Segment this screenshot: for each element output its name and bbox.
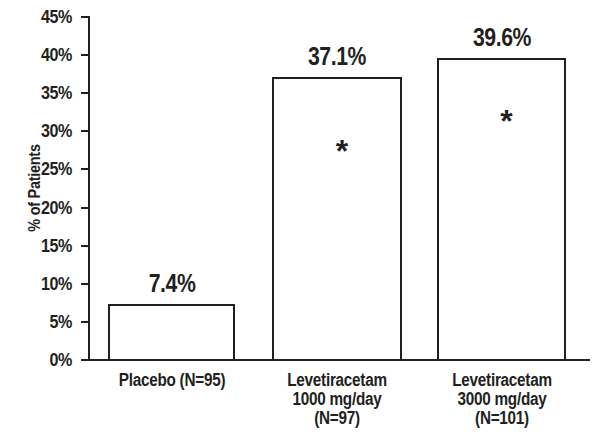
y-tick-mark [81, 168, 89, 170]
y-tick-label: 25% [33, 159, 72, 179]
y-tick-label: 0% [33, 350, 72, 370]
y-tick-label: 40% [33, 45, 72, 65]
y-tick-label: 10% [33, 274, 72, 294]
y-tick-label: 5% [33, 312, 72, 332]
y-tick-mark [81, 245, 89, 247]
bar [108, 304, 235, 361]
y-tick-label: 15% [33, 236, 72, 256]
x-axis-category-label: Levetiracetam1000 mg/day(N=97) [244, 371, 431, 428]
y-axis-line [88, 16, 90, 361]
y-tick-label: 45% [33, 7, 72, 27]
y-tick-mark [81, 16, 89, 18]
bar-value-label: 7.4% [87, 270, 257, 296]
x-axis-category-label: Levetiracetam3000 mg/day(N=101) [408, 371, 595, 428]
bar-value-label: 37.1% [252, 43, 422, 69]
significance-asterisk: * [322, 134, 362, 168]
y-tick-label: 35% [33, 83, 72, 103]
bar-chart-figure: % of Patients 0%5%10%15%20%25%30%35%40%4… [0, 0, 610, 438]
y-tick-mark [81, 54, 89, 56]
bar [272, 77, 402, 361]
y-tick-mark [81, 321, 89, 323]
significance-asterisk: * [487, 104, 527, 138]
bar-value-label: 39.6% [417, 24, 587, 50]
y-tick-label: 30% [33, 121, 72, 141]
y-tick-label: 20% [33, 198, 72, 218]
y-tick-mark [81, 92, 89, 94]
y-tick-mark [81, 207, 89, 209]
y-tick-mark [81, 130, 89, 132]
x-axis-category-label: Placebo (N=95) [78, 371, 265, 390]
y-tick-mark [81, 359, 89, 361]
